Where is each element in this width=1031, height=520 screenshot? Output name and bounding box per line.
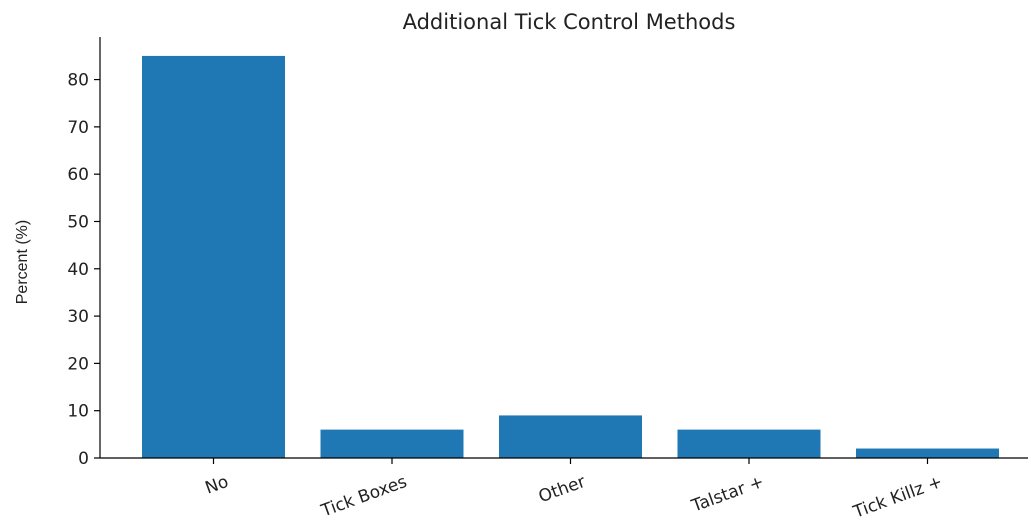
- bar-tick-boxes: [320, 429, 464, 458]
- y-tick-label: 30: [67, 307, 89, 327]
- y-tick-label: 70: [67, 118, 89, 138]
- x-tick-label: Other: [536, 472, 588, 507]
- y-tick-label: 20: [67, 354, 89, 374]
- bar-tick-killz: [856, 448, 999, 458]
- plot-area: 0 10 20 30 40 50 60 70 80 No Tick Boxes Other Talsta…: [67, 37, 1028, 520]
- x-tick-label: No: [203, 472, 232, 499]
- y-tick-label: 10: [67, 402, 89, 422]
- bar-other: [499, 415, 642, 458]
- bar-talstar: [677, 429, 821, 458]
- y-tick-label: 50: [67, 212, 89, 232]
- x-tick-label: Tick Killz +: [850, 472, 945, 520]
- y-tick-label: 60: [67, 165, 89, 185]
- y-tick-label: 80: [67, 71, 89, 91]
- y-tick-label: 40: [67, 260, 89, 280]
- y-tick-label: 0: [78, 449, 89, 469]
- x-tick-label: Tick Boxes: [318, 472, 410, 520]
- y-axis-label: Percent (%): [14, 220, 31, 304]
- x-tick-label: Talstar +: [688, 472, 767, 517]
- bar-no: [142, 55, 285, 458]
- chart-title: Additional Tick Control Methods: [403, 10, 736, 34]
